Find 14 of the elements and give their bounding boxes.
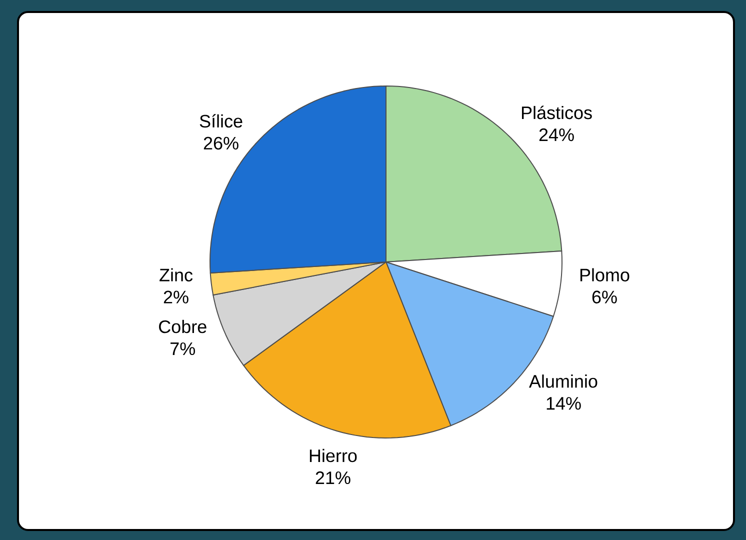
slice-label: Plásticos <box>522 106 592 120</box>
slice-label: Zinc <box>160 268 193 282</box>
slice-label: Cobre <box>159 320 206 334</box>
data-label: 7% <box>170 342 196 356</box>
data-label: 26% <box>204 136 238 150</box>
slice-label: Plomo <box>580 268 630 282</box>
data-label: 2% <box>164 290 188 304</box>
data-label: 14% <box>546 397 581 410</box>
slice-label: Aluminio <box>528 374 598 388</box>
slice-label: Sílice <box>200 114 242 128</box>
data-label: 21% <box>316 471 350 484</box>
data-label: 6% <box>592 290 617 304</box>
data-label: 24% <box>539 128 574 142</box>
slice-label: Hierro <box>310 448 357 462</box>
